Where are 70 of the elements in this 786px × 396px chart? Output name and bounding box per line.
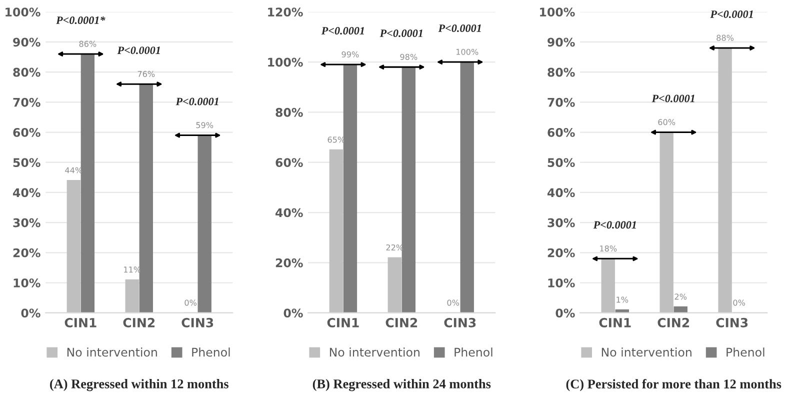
y-tick-label: 70% — [13, 98, 40, 107]
data-label: 2% — [674, 294, 687, 300]
y-tick-label: 60% — [276, 158, 303, 168]
annotation: P<0.0001 — [652, 94, 694, 102]
y-tick-label: 90% — [548, 38, 575, 47]
legend-label: Phenol — [726, 348, 764, 357]
text: (C) Persisted for more than 12 months — [566, 379, 782, 392]
data-label: 18% — [600, 245, 617, 252]
data-label: 100% — [456, 48, 478, 55]
data-label: 76% — [138, 70, 155, 77]
y-tick-label: 70% — [548, 98, 575, 107]
x-tick-label: CIN1 — [327, 318, 359, 328]
x-tick-label: CIN1 — [64, 318, 96, 328]
y-tick-label: 60% — [548, 128, 575, 137]
y-tick-label: 50% — [13, 158, 40, 168]
data-label: 0% — [184, 300, 197, 306]
x-tick-label: CIN2 — [658, 318, 690, 328]
annotation: P<0.0001 — [593, 221, 636, 229]
annotation: P<0.0001 — [176, 98, 218, 106]
y-tick-label: 100% — [6, 8, 40, 17]
x-tick-label: CIN2 — [123, 318, 155, 328]
data-label: 60% — [658, 119, 676, 126]
y-tick-label: 20% — [548, 248, 575, 258]
y-tick-label: 60% — [13, 128, 40, 137]
x-tick-label: CIN3 — [182, 318, 214, 328]
y-tick-label: 30% — [13, 218, 40, 228]
x-tick-label: CIN3 — [716, 318, 748, 328]
legend-label: Phenol — [192, 348, 230, 357]
annotation: P<0.0001 — [117, 46, 160, 54]
y-tick-label: 80% — [548, 68, 575, 77]
y-tick-label: 20% — [13, 248, 40, 258]
legend-label: No intervention — [330, 348, 420, 357]
data-label: 88% — [716, 34, 734, 41]
data-label: 86% — [79, 40, 96, 47]
data-label: 1% — [616, 296, 628, 303]
y-tick-label: 120% — [268, 8, 303, 17]
annotation: P<0.0001 — [380, 30, 422, 38]
legend-label: No intervention — [602, 348, 692, 357]
data-label: 98% — [400, 54, 418, 60]
x-tick-label: CIN2 — [386, 318, 418, 328]
x-tick-label: CIN3 — [444, 318, 476, 328]
y-tick-label: 40% — [276, 208, 303, 218]
y-tick-label: 80% — [13, 68, 40, 77]
y-tick-label: 90% — [13, 38, 40, 47]
y-tick-label: 40% — [13, 188, 40, 198]
annotation: P<0.0001 — [710, 10, 753, 18]
y-tick-label: 40% — [547, 188, 575, 198]
data-label: 59% — [196, 122, 214, 128]
data-label: 99% — [342, 51, 359, 58]
y-tick-label: 80% — [276, 108, 303, 117]
y-tick-label: 100% — [540, 8, 575, 17]
legend-label: Phenol — [454, 348, 492, 357]
y-tick-label: 0% — [284, 308, 303, 318]
y-tick-label: 10% — [14, 278, 40, 288]
annotation: P<0.0001* — [56, 16, 106, 24]
annotation: P<0.0001 — [438, 24, 481, 32]
data-label: 0% — [733, 300, 746, 306]
data-label: 0% — [447, 300, 460, 306]
y-tick-label: 0% — [556, 308, 575, 318]
text: (B) Regressed within 24 months — [312, 379, 491, 392]
legend-label: No intervention — [67, 348, 157, 357]
text: (A) Regressed within 12 months — [50, 379, 228, 392]
y-tick-label: 0% — [21, 308, 40, 318]
y-tick-label: 100% — [268, 58, 303, 67]
y-tick-label: 20% — [276, 258, 303, 268]
y-tick-label: 10% — [548, 278, 575, 288]
x-tick-label: CIN1 — [599, 318, 631, 328]
annotation: P<0.0001 — [321, 27, 364, 35]
y-tick-label: 30% — [548, 218, 575, 228]
y-tick-label: 50% — [548, 158, 575, 168]
